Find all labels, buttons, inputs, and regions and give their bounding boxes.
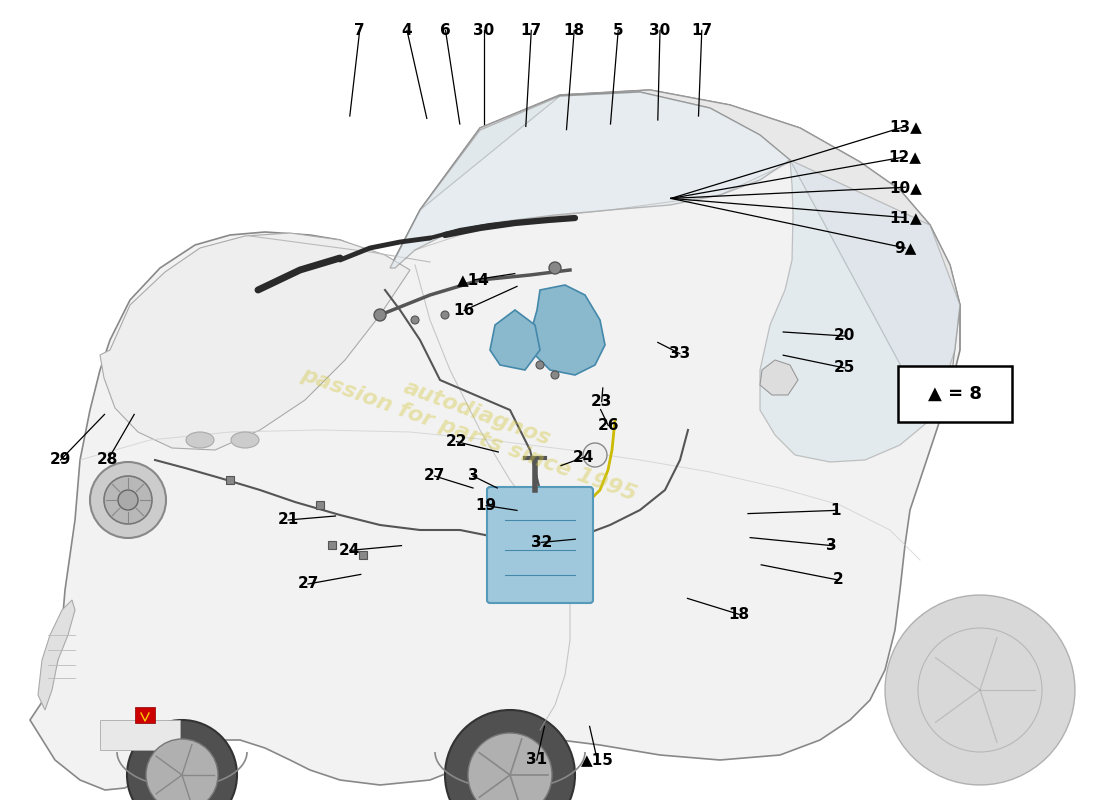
Circle shape [90, 462, 166, 538]
Text: 17: 17 [691, 23, 713, 38]
Ellipse shape [186, 432, 214, 448]
Text: autodiagnos
passion for parts since 1995: autodiagnos passion for parts since 1995 [298, 343, 648, 505]
Text: 29: 29 [50, 453, 72, 467]
Bar [316, 501, 324, 509]
Text: 7: 7 [354, 23, 365, 38]
Polygon shape [530, 285, 605, 375]
Polygon shape [760, 360, 798, 395]
Circle shape [441, 311, 449, 319]
Text: 18: 18 [563, 23, 585, 38]
Bar [359, 551, 367, 559]
Text: 12▲: 12▲ [889, 150, 922, 164]
Text: 19: 19 [475, 498, 497, 513]
Text: ▲14: ▲14 [456, 273, 490, 287]
Text: 30: 30 [649, 23, 671, 38]
Text: 5: 5 [613, 23, 624, 38]
Text: 16: 16 [453, 303, 475, 318]
Text: 23: 23 [591, 394, 613, 409]
Polygon shape [760, 160, 960, 462]
Text: 10▲: 10▲ [889, 180, 922, 194]
FancyBboxPatch shape [898, 366, 1012, 422]
Circle shape [918, 628, 1042, 752]
Circle shape [551, 371, 559, 379]
Polygon shape [420, 90, 960, 420]
Text: 27: 27 [424, 469, 446, 483]
Text: 27: 27 [297, 577, 319, 591]
Text: 3: 3 [826, 538, 837, 553]
Text: 26: 26 [597, 418, 619, 433]
Text: 9▲: 9▲ [894, 241, 916, 255]
Ellipse shape [231, 432, 258, 448]
Text: ▲15: ▲15 [581, 753, 614, 767]
Circle shape [411, 316, 419, 324]
FancyBboxPatch shape [487, 487, 593, 603]
Circle shape [886, 595, 1075, 785]
Text: 24: 24 [572, 450, 594, 465]
Text: 20: 20 [834, 329, 856, 343]
Polygon shape [39, 600, 75, 710]
Text: 2: 2 [833, 573, 844, 587]
Polygon shape [490, 310, 540, 370]
Text: 22: 22 [446, 434, 468, 449]
Polygon shape [30, 90, 960, 790]
Circle shape [118, 490, 138, 510]
Bar [100, 720, 180, 750]
Circle shape [549, 262, 561, 274]
Text: 25: 25 [834, 361, 856, 375]
Circle shape [126, 720, 236, 800]
Bar [226, 476, 234, 484]
Text: 11▲: 11▲ [889, 210, 922, 225]
Text: 30: 30 [473, 23, 495, 38]
Text: 1: 1 [830, 503, 842, 518]
Text: 18: 18 [728, 607, 750, 622]
Polygon shape [390, 92, 790, 268]
Text: 4: 4 [402, 23, 412, 38]
Circle shape [468, 733, 552, 800]
Text: 31: 31 [526, 753, 548, 767]
Text: 13▲: 13▲ [889, 119, 922, 134]
Text: 6: 6 [440, 23, 451, 38]
Circle shape [536, 361, 544, 369]
Text: 28: 28 [97, 453, 119, 467]
Circle shape [146, 739, 218, 800]
Circle shape [374, 309, 386, 321]
Text: ▲ = 8: ▲ = 8 [928, 385, 982, 403]
Text: 3: 3 [468, 469, 478, 483]
Text: 17: 17 [520, 23, 542, 38]
Text: 33: 33 [669, 346, 691, 361]
Text: 21: 21 [277, 513, 299, 527]
Text: 24: 24 [339, 543, 361, 558]
Circle shape [104, 476, 152, 524]
Circle shape [583, 443, 607, 467]
Bar [135, 707, 155, 723]
Bar [328, 541, 336, 549]
Polygon shape [100, 233, 410, 450]
Circle shape [446, 710, 575, 800]
Text: 32: 32 [530, 535, 552, 550]
